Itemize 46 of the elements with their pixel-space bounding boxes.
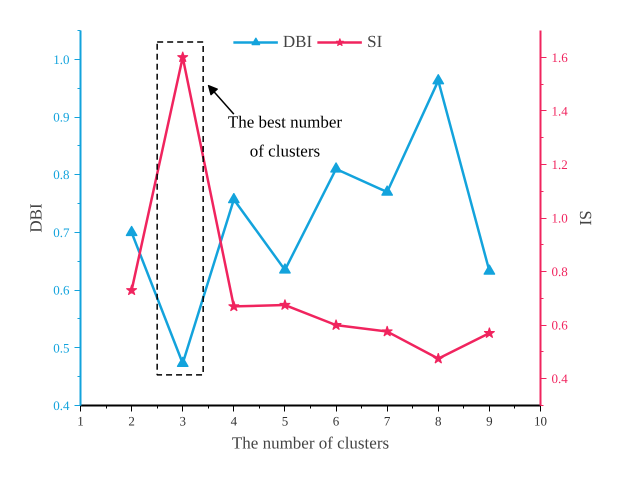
point (381, 326, 393, 337)
point (330, 162, 342, 173)
x-tick-label: 2 (128, 414, 135, 428)
y2-tick-label: 0.8 (552, 264, 568, 280)
x-tick-label: 1 (77, 414, 84, 428)
y2-tick-label: 1.2 (552, 156, 568, 172)
point (126, 226, 138, 236)
point (381, 185, 394, 196)
x-tick-label: 8 (435, 414, 442, 428)
x-tick-label: 5 (282, 414, 288, 428)
x-tick-label: 9 (486, 414, 493, 428)
x-tick-label: 7 (384, 414, 391, 428)
x-tick-label: 4 (230, 414, 238, 428)
y2-tick-label: 0.6 (552, 318, 568, 333)
point (176, 356, 189, 368)
y2-axis-title: SI (576, 210, 595, 226)
x-tick-label: 10 (534, 414, 547, 428)
point (126, 284, 138, 296)
y-tick-label: 0.5 (53, 340, 70, 356)
point (484, 327, 496, 338)
y2-tick-label: 0.4 (552, 371, 568, 386)
x-tick-label: 3 (179, 414, 186, 428)
point (432, 352, 444, 364)
y2-tick-label: 1.4 (552, 103, 568, 118)
point (279, 299, 291, 310)
y-tick-label: 0.8 (53, 167, 70, 182)
y-tick-label: 0.4 (53, 398, 70, 413)
x-tick-label: 6 (332, 414, 340, 428)
point (278, 263, 291, 274)
y2-tick-label: 1.6 (552, 50, 568, 65)
y-tick-label: 0.7 (53, 224, 70, 240)
y-tick-label: 0.6 (53, 282, 70, 298)
y-tick-label: 0.9 (53, 110, 70, 125)
point (228, 300, 240, 312)
legend-label: SI (367, 32, 384, 52)
x-axis-title: The number of clusters (232, 434, 390, 452)
legend-label: DBI (282, 32, 312, 52)
point (432, 74, 444, 84)
y2-tick-label: 1.0 (552, 210, 568, 226)
point (483, 264, 496, 275)
point (330, 319, 342, 330)
y-axis-title: DBI (26, 203, 46, 233)
annotation: The best number of clusters (228, 112, 342, 160)
point (176, 51, 188, 62)
point (228, 192, 240, 204)
y-tick-label: 1.0 (53, 52, 70, 67)
